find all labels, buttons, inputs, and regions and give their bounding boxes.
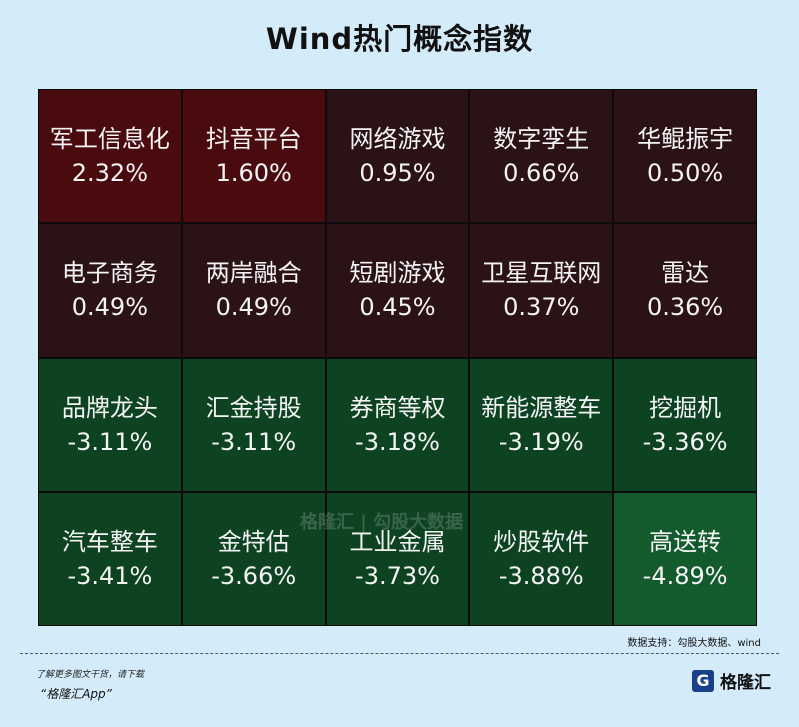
cell-value: 0.37% [503, 293, 580, 322]
cell-value: 0.49% [215, 293, 292, 322]
heatmap-cell: 华鲲振宇 0.50% [614, 90, 756, 223]
cell-name: 汇金持股 [205, 393, 302, 422]
heatmap-cell: 新能源整车 -3.19% [470, 358, 613, 491]
cell-value: 0.50% [646, 159, 724, 188]
cell-value: -3.88% [498, 561, 584, 590]
heatmap-cell: 券商等权 -3.18% [326, 358, 469, 491]
cell-name: 高送转 [649, 527, 722, 556]
heatmap-cell: 雷达 0.36% [614, 224, 756, 357]
heatmap-cell: 高送转 -4.89% [614, 492, 756, 625]
cell-value: 0.36% [646, 293, 724, 322]
cell-name: 雷达 [661, 259, 710, 288]
cell-value: -3.41% [67, 561, 153, 590]
cell-name: 电子商务 [61, 259, 158, 288]
cell-value: -3.11% [211, 427, 297, 456]
footer-app-name: “格隆汇App” [40, 687, 112, 701]
cell-value: -3.66% [211, 561, 297, 590]
brand-logo: G 格隆汇 [692, 668, 771, 693]
heatmap-cell: 汽车整车 -3.41% [39, 492, 181, 625]
cell-name: 工业金属 [349, 527, 446, 556]
cell-name: 两岸融合 [205, 259, 302, 288]
cell-value: -3.19% [498, 427, 584, 456]
divider [20, 653, 779, 654]
logo-text: 格隆汇 [720, 673, 771, 693]
heatmap-cell: 电子商务 0.49% [39, 224, 181, 357]
heatmap-cell: 军工信息化 2.32% [39, 90, 181, 223]
cell-name: 炒股软件 [493, 527, 590, 556]
footer-note: 了解更多图文干货，请下载 [36, 670, 145, 680]
cell-value: 2.32% [71, 159, 149, 188]
logo-mark-icon: G [692, 669, 714, 692]
cell-name: 金特估 [217, 527, 290, 556]
chart-title: Wind热门概念指数 [265, 22, 534, 56]
heatmap-cell: 短剧游戏 0.45% [326, 224, 469, 357]
cell-value: -3.36% [642, 427, 728, 456]
heatmap-cell: 汇金持股 -3.11% [182, 358, 325, 491]
heatmap-cell: 金特估 -3.66% [182, 492, 325, 625]
cell-value: -4.89% [642, 561, 728, 590]
cell-value: -3.73% [355, 561, 440, 590]
heatmap-cell: 工业金属 -3.73% [326, 492, 469, 625]
data-source: 数据支持：勾股大数据、wind [627, 638, 761, 649]
cell-value: 0.66% [503, 159, 580, 188]
cell-name: 汽车整车 [61, 527, 158, 556]
heatmap-cell: 品牌龙头 -3.11% [39, 358, 181, 491]
cell-name: 品牌龙头 [61, 393, 158, 422]
cell-name: 短剧游戏 [349, 259, 446, 288]
cell-name: 新能源整车 [481, 393, 602, 422]
heatmap-cell: 网络游戏 0.95% [326, 90, 469, 223]
cell-name: 军工信息化 [49, 125, 170, 154]
heatmap-cell: 两岸融合 0.49% [182, 224, 325, 357]
cell-value: 0.49% [71, 293, 149, 322]
cell-value: 1.60% [215, 159, 292, 188]
cell-name: 华鲲振宇 [637, 125, 734, 154]
heatmap-cell: 挖掘机 -3.36% [614, 358, 756, 491]
heatmap-grid: 军工信息化 2.32% 抖音平台 1.60% 网络游戏 0.95% 数字孪生 0.66% 华鲲振… [38, 89, 757, 626]
cell-name: 卫星互联网 [481, 259, 602, 288]
heatmap-cell: 卫星互联网 0.37% [470, 224, 613, 357]
cell-value: 0.95% [359, 159, 436, 188]
cell-name: 网络游戏 [349, 125, 446, 154]
heatmap-cell: 炒股软件 -3.88% [470, 492, 613, 625]
cell-value: -3.11% [67, 427, 153, 456]
heatmap-cell: 数字孪生 0.66% [470, 90, 613, 223]
cell-name: 挖掘机 [649, 393, 722, 422]
cell-name: 数字孪生 [493, 125, 590, 154]
cell-name: 抖音平台 [205, 125, 302, 154]
cell-value: 0.45% [359, 293, 436, 322]
cell-name: 券商等权 [349, 393, 446, 422]
cell-value: -3.18% [355, 427, 440, 456]
heatmap-cell: 抖音平台 1.60% [182, 90, 325, 223]
